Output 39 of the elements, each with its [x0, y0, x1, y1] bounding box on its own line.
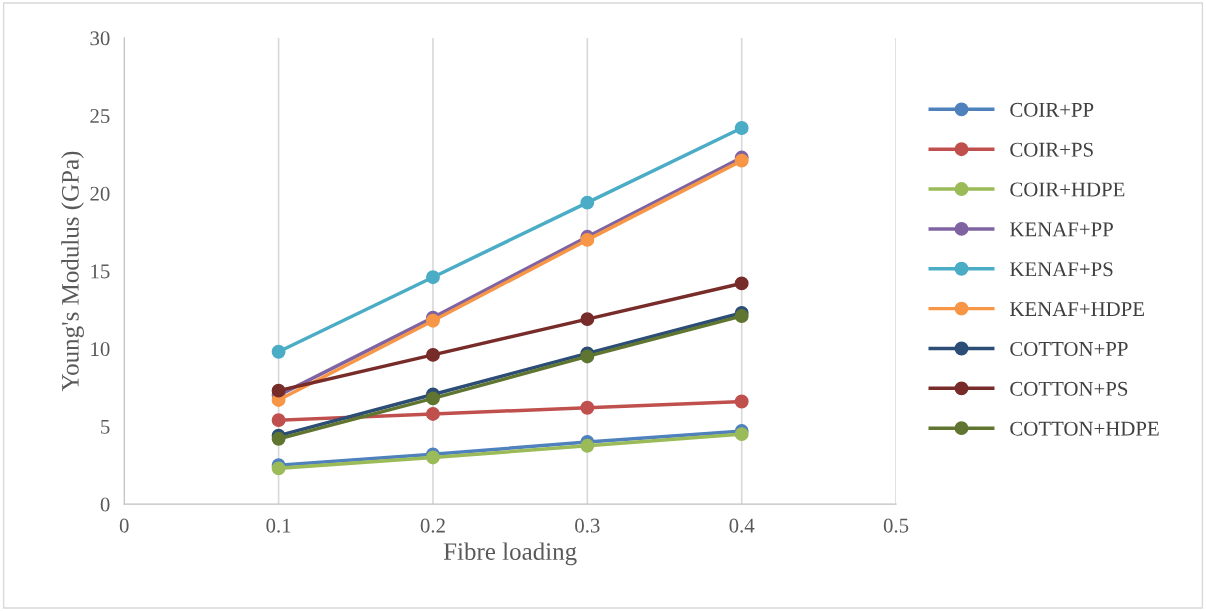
point — [580, 438, 595, 453]
y-tick-label: 10 — [91, 342, 110, 357]
point — [580, 400, 595, 415]
point — [426, 347, 440, 362]
y-tick-label: 15 — [91, 264, 110, 279]
legend-label: COTTON+PS — [1010, 381, 1128, 396]
legend-label: COIR+PS — [1010, 142, 1093, 157]
x-tick-label: 0 — [119, 518, 129, 533]
y-tick-label: 30 — [90, 31, 110, 46]
legend-label: KENAF+HDPE — [1010, 302, 1144, 316]
x-tick-label: 0.1 — [266, 518, 291, 533]
y-tick-label: 0 — [100, 497, 110, 512]
point — [734, 276, 749, 291]
legend-label: COTTON+HDPE — [1010, 421, 1159, 436]
point — [734, 121, 749, 135]
x-tick-label: 0.4 — [729, 518, 755, 533]
y-tick-label: 25 — [90, 109, 110, 124]
point — [734, 394, 749, 409]
legend-label: COIR+PP — [1010, 102, 1094, 117]
point — [580, 195, 595, 210]
point — [580, 312, 595, 327]
point — [271, 383, 286, 398]
x-axis-title: Fibre loading — [443, 542, 577, 566]
legend-label: COTTON+PP — [1010, 341, 1128, 356]
point — [734, 427, 749, 442]
point — [426, 270, 440, 285]
y-axis-title: Young's Modulus (GPa) — [61, 151, 84, 392]
point — [271, 413, 286, 428]
x-tick-label: 0.3 — [575, 518, 600, 533]
point — [426, 406, 440, 421]
legend-label: KENAF+PS — [1010, 262, 1113, 277]
legend-label: KENAF+PP — [1010, 222, 1113, 237]
point — [271, 344, 286, 359]
x-tick-label: 0.2 — [420, 518, 445, 533]
legend-label: COIR+HDPE — [1010, 182, 1125, 197]
y-tick-label: 20 — [90, 186, 110, 201]
x-tick-label: 0.5 — [883, 518, 909, 533]
y-tick-label: 5 — [101, 419, 110, 434]
point — [426, 391, 440, 406]
